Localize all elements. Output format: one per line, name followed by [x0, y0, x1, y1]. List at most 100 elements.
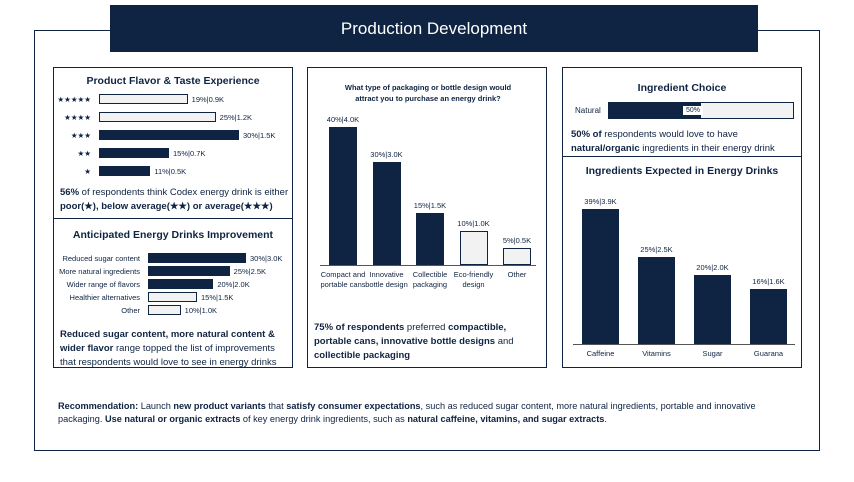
ingredients-title: Ingredients Expected in Energy Drinks	[585, 165, 779, 177]
improvement-note-bold2: wider flavor	[60, 342, 114, 354]
improvement-category-label: Other	[121, 306, 140, 315]
ingredient-choice-panel: Ingredient Choice Natural 50% 50% of res…	[562, 67, 802, 157]
recommendation-label: Recommendation:	[58, 401, 139, 411]
ingredients-chart: 39%|3.9K Caffeine 25%|2.5K Vitamins 20%|2.0K…	[563, 157, 803, 369]
ingredients-bar	[750, 288, 787, 344]
flavor-row: ★★★★ 25%|1.2K	[64, 112, 289, 122]
ingredients-category-label: Sugar	[702, 349, 723, 358]
flavor-bar	[99, 130, 239, 140]
packaging-note-bold2: compactible, portable cans, innovative b…	[314, 322, 507, 347]
ingredient-choice-title: Ingredient Choice	[637, 82, 727, 94]
ingredients-bar	[638, 257, 675, 344]
rec-t1: Launch	[138, 401, 174, 411]
rec-b4: natural caffeine, vitamins, and sugar ex…	[407, 414, 605, 425]
flavor-category-label: ★★	[77, 149, 91, 158]
rec-b3: Use natural or organic extracts	[105, 414, 241, 425]
rec-t5: .	[604, 414, 607, 425]
packaging-bar	[459, 230, 488, 265]
improvement-bar	[148, 266, 230, 276]
ingredients-axis	[573, 344, 795, 345]
packaging-value-label: 5%|0.5K	[502, 235, 532, 245]
improvement-row: Other 10%|1.0K	[121, 305, 288, 315]
flavor-title: Product Flavor & Taste Experience	[86, 75, 260, 87]
flavor-bar	[99, 94, 188, 104]
recommendation: Recommendation: Launch new product varia…	[58, 400, 798, 427]
packaging-note: 75% of respondents preferred compactible…	[314, 321, 544, 362]
flavor-row: ★★★ 30%|1.5K	[71, 130, 289, 140]
packaging-category-label: Eco-friendly design	[453, 270, 494, 290]
packaging-category-label: Innovative bottle design	[365, 270, 408, 290]
flavor-value-label: 25%|1.2K	[219, 113, 253, 122]
packaging-value-label: 40%|4.0K	[326, 115, 360, 124]
flavor-row: ★★ 15%|0.7K	[78, 148, 289, 158]
improvement-note-bold1: Reduced sugar content, more natural cont…	[60, 329, 275, 340]
flavor-category-label: ★	[84, 167, 91, 176]
ingredient-choice-note: 50% of respondents would love to have na…	[571, 128, 799, 156]
improvement-value-label: 30%|3.0K	[250, 254, 283, 263]
improvement-category-label: Wider range of flavors	[66, 280, 140, 289]
ingredient-choice-text1: respondents would love to have	[601, 129, 738, 140]
improvement-row: More natural ingredients 25%|2.5K	[59, 266, 288, 276]
packaging-axis	[320, 265, 536, 266]
flavor-note: 56% of respondents think Codex energy dr…	[60, 186, 290, 214]
ingredients-category-label: Caffeine	[586, 349, 615, 358]
flavor-category-label: ★★★★★	[57, 95, 91, 104]
improvement-note-text: range topped the list of improvements th…	[60, 342, 277, 368]
ingredients-bar	[582, 209, 619, 344]
rec-b2: satisfy consumer expectations	[286, 401, 421, 411]
flavor-note-pct: 56%	[60, 187, 80, 198]
ingredients-value-label: 25%|2.5K	[640, 245, 673, 255]
flavor-chart: ★★★★★ 19%|0.9K ★★★★ 25%|1.2K ★★★ 30%|1.5K ★★ 15…	[57, 94, 289, 194]
ingredient-choice-text2: ingredients in their energy drink	[639, 142, 775, 154]
ingredients-category-label: Vitamins	[642, 349, 671, 358]
packaging-value-label: 10%|1.0K	[457, 218, 490, 228]
packaging-chart: 40%|4.0K Compact and portable cans 30%|3.0…	[308, 68, 548, 328]
packaging-category-label: Compact and portable cans	[320, 270, 366, 290]
packaging-note-text2: and	[495, 335, 514, 347]
flavor-category-label: ★★★	[70, 131, 91, 140]
packaging-value-label: 30%|3.0K	[370, 149, 403, 159]
improvement-bar	[148, 305, 181, 315]
flavor-value-label: 30%|1.5K	[243, 131, 276, 140]
packaging-value-label: 15%|1.5K	[413, 201, 447, 211]
flavor-value-label: 11%|0.5K	[154, 167, 187, 176]
packaging-bar	[372, 161, 401, 265]
rec-t3: , such as reduced sugar content, more na…	[58, 401, 756, 425]
flavor-note-text: of respondents think Codex energy drink …	[79, 187, 289, 198]
flavor-value-label: 15%|0.7K	[173, 149, 206, 158]
ingredients-bar	[694, 274, 731, 344]
flavor-row: ★★★★★ 19%|0.9K	[57, 94, 289, 104]
packaging-note-text1: preferred	[404, 322, 449, 333]
packaging-category-label: Other	[507, 270, 527, 279]
natural-track: 50%	[608, 102, 794, 119]
improvement-row: Wider range of flavors 20%|2.0K	[67, 279, 288, 289]
flavor-category-label: ★★★★	[64, 113, 91, 122]
packaging-bar	[329, 127, 357, 265]
improvement-value-label: 15%|1.5K	[201, 293, 234, 302]
flavor-panel: Product Flavor & Taste Experience ★★★★★ 1…	[53, 67, 293, 219]
flavor-bar	[99, 112, 216, 122]
ingredients-panel: Ingredients Expected in Energy Drinks 39…	[562, 156, 802, 368]
improvement-note: Reduced sugar content, more natural cont…	[60, 328, 290, 369]
improvement-bar	[148, 253, 246, 263]
ingredient-choice-bold1: 50% of	[571, 129, 602, 140]
flavor-bar	[99, 148, 169, 158]
improvement-value-label: 10%|1.0K	[184, 306, 218, 315]
ingredients-value-label: 16%|1.6K	[752, 276, 785, 286]
packaging-note-bold1: 75% of respondents	[314, 322, 405, 333]
packaging-question: What type of packaging or bottle design …	[344, 83, 512, 103]
improvement-title: Anticipated Energy Drinks Improvement	[72, 229, 274, 241]
ingredients-value-label: 20%|2.0K	[696, 262, 729, 272]
improvement-category-label: More natural ingredients	[59, 267, 140, 276]
page-title: Production Development	[110, 5, 758, 52]
packaging-note-bold3: collectible packaging	[314, 349, 411, 361]
ingredient-choice-bold2: natural/organic	[571, 142, 640, 154]
improvement-row: Reduced sugar content 30%|3.0K	[62, 253, 288, 263]
rec-t4: of key energy drink ingredients, such as	[240, 414, 408, 425]
rec-t2: that	[265, 401, 287, 411]
flavor-value-label: 19%|0.9K	[191, 95, 225, 104]
ingredients-category-label: Guarana	[753, 349, 784, 358]
improvement-value-label: 20%|2.0K	[217, 280, 250, 289]
ingredients-value-label: 39%|3.9K	[584, 197, 617, 206]
improvement-bar	[148, 279, 214, 289]
